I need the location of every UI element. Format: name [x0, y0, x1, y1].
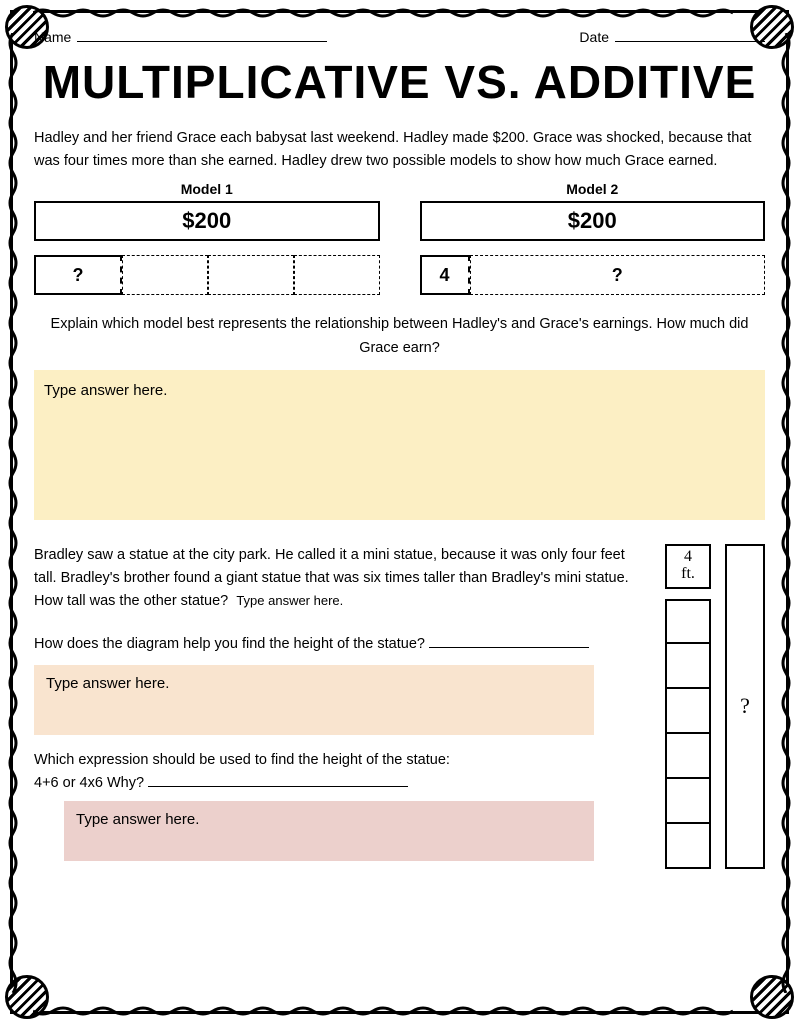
stack-top-num: 4 — [684, 549, 692, 566]
model2-cell-b: ? — [470, 255, 766, 295]
q3-write-line[interactable] — [148, 775, 408, 787]
date-label: Date — [579, 29, 609, 45]
border-doodle-icon — [33, 7, 733, 19]
answer-box-2[interactable]: Type answer here. — [34, 665, 594, 735]
model1-cell-1: ? — [34, 255, 122, 295]
model1-cell-3 — [208, 255, 294, 295]
stack-cell — [665, 689, 711, 734]
tall-unknown-box: ? — [725, 544, 765, 869]
model1-cell-2 — [122, 255, 208, 295]
page-title: MULTIPLICATIVE VS. ADDITIVE — [34, 55, 765, 109]
border-doodle-icon — [780, 33, 792, 993]
stack-cell — [665, 599, 711, 644]
answer3-placeholder: Type answer here. — [76, 811, 199, 828]
stack-cell — [665, 644, 711, 689]
stack-cell — [665, 824, 711, 869]
q2-write-line[interactable] — [429, 636, 589, 648]
model-2: Model 2 $200 4 ? — [420, 181, 766, 295]
model1-label: Model 1 — [34, 181, 380, 197]
problem2-q2-text: How does the diagram help you find the h… — [34, 636, 425, 652]
name-field-line[interactable] — [77, 28, 327, 42]
answer2-placeholder: Type answer here. — [46, 675, 169, 692]
problem2-section: Bradley saw a statue at the city park. H… — [34, 544, 765, 869]
header-row: Name Date — [34, 28, 765, 45]
model2-total-box: $200 — [420, 201, 766, 241]
problem2-q3b-row: 4+6 or 4x6 Why? — [34, 772, 651, 795]
model1-cell-4 — [294, 255, 380, 295]
model1-total-box: $200 — [34, 201, 380, 241]
answer-box-1[interactable]: Type answer here. — [34, 370, 765, 520]
answer1-placeholder: Type answer here. — [44, 382, 167, 399]
problem2-left: Bradley saw a statue at the city park. H… — [34, 544, 651, 869]
problem1-question: Explain which model best represents the … — [34, 313, 765, 359]
problem2-text: Bradley saw a statue at the city park. H… — [34, 544, 651, 614]
problem2-q3b: 4+6 or 4x6 Why? — [34, 775, 144, 791]
stack-diagram: 4 ft. — [665, 544, 711, 869]
stack-top-unit: ft. — [681, 566, 695, 583]
answer-box-3[interactable]: Type answer here. — [64, 801, 594, 861]
models-row: Model 1 $200 ? Model 2 $200 4 ? — [34, 181, 765, 295]
stack-cell — [665, 734, 711, 779]
stack-cell-top: 4 ft. — [665, 544, 711, 589]
name-label: Name — [34, 29, 71, 45]
date-field-line[interactable] — [615, 28, 765, 42]
problem2-q2: How does the diagram help you find the h… — [34, 633, 651, 656]
model2-label: Model 2 — [420, 181, 766, 197]
model-1: Model 1 $200 ? — [34, 181, 380, 295]
model2-parts: 4 ? — [420, 255, 766, 295]
worksheet-content: Name Date MULTIPLICATIVE VS. ADDITIVE Ha… — [34, 28, 765, 996]
model2-cell-a: 4 — [420, 255, 470, 295]
problem1-text: Hadley and her friend Grace each babysat… — [34, 127, 765, 173]
problem2-inline-answer[interactable]: Type answer here. — [236, 593, 343, 608]
stack-cell — [665, 779, 711, 824]
border-doodle-icon — [7, 33, 19, 993]
model1-parts: ? — [34, 255, 380, 295]
border-doodle-icon — [33, 1005, 733, 1017]
problem2-q3a: Which expression should be used to find … — [34, 749, 651, 772]
